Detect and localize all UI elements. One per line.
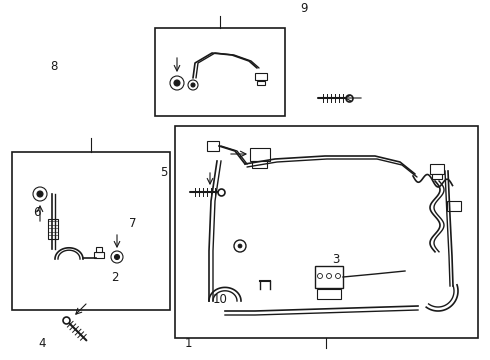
Text: 4: 4 <box>38 337 46 350</box>
Bar <box>250 148 270 161</box>
Text: 3: 3 <box>332 253 340 266</box>
Bar <box>207 141 219 151</box>
Text: 10: 10 <box>213 293 228 306</box>
Bar <box>255 73 267 80</box>
Circle shape <box>33 187 47 201</box>
Bar <box>175 126 478 338</box>
Bar <box>257 81 265 85</box>
Bar <box>315 266 343 288</box>
Text: 8: 8 <box>50 60 58 73</box>
Circle shape <box>170 76 184 90</box>
Circle shape <box>326 274 332 279</box>
Circle shape <box>318 274 322 279</box>
Bar <box>447 201 461 211</box>
Bar <box>155 28 285 116</box>
Text: 7: 7 <box>128 217 136 230</box>
Circle shape <box>37 191 43 197</box>
Circle shape <box>234 240 246 252</box>
Text: 9: 9 <box>300 3 308 15</box>
Bar <box>317 289 341 299</box>
Bar <box>430 164 444 174</box>
Text: 2: 2 <box>111 271 119 284</box>
Bar <box>432 174 442 179</box>
Bar <box>12 152 170 310</box>
Circle shape <box>111 251 123 263</box>
Bar <box>96 247 102 252</box>
Circle shape <box>188 80 198 90</box>
Text: 1: 1 <box>185 337 193 350</box>
Bar <box>252 161 267 168</box>
Text: 6: 6 <box>33 206 41 219</box>
Circle shape <box>115 255 120 260</box>
Circle shape <box>191 83 195 87</box>
Circle shape <box>174 80 180 86</box>
Bar <box>48 219 58 239</box>
Circle shape <box>238 244 242 248</box>
Text: 5: 5 <box>160 166 168 179</box>
Bar <box>94 252 104 258</box>
Circle shape <box>336 274 341 279</box>
